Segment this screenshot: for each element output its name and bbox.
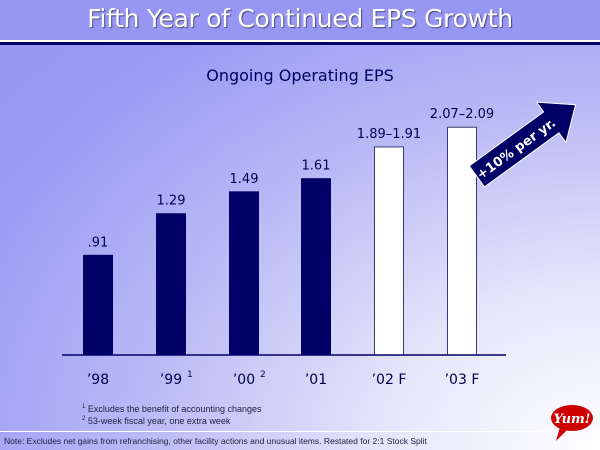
data-label: 1.29	[157, 194, 186, 209]
arrow-up-right-icon	[468, 101, 577, 188]
title-rule-dark	[0, 42, 600, 45]
footnote-mark: 1	[82, 404, 86, 410]
data-label: 1.49	[230, 172, 259, 187]
bar	[83, 254, 113, 356]
growth-annotation: +10% per yr.	[474, 116, 559, 183]
bar	[229, 191, 259, 356]
slide-title: Fifth Year of Continued EPS Growth	[87, 4, 513, 33]
title-rule-light	[0, 40, 600, 42]
data-label: 2.07–2.09	[430, 107, 494, 122]
x-tick-label: ’01	[305, 372, 327, 388]
data-label: .91	[88, 235, 109, 250]
yum-logo: Yum!	[551, 405, 593, 441]
footnote-text: 53-week fiscal year, one extra week	[87, 416, 231, 426]
x-tick-superscript: 1	[187, 370, 193, 380]
title-bar	[0, 0, 600, 40]
footnote-text: Excludes the benefit of accounting chang…	[87, 404, 262, 414]
footnote-mark: 2	[82, 416, 86, 422]
x-tick-label: ’02 F	[372, 372, 407, 388]
logo-text: Yum!	[553, 412, 590, 427]
forecast-bar	[374, 146, 404, 356]
footnote-2: 2 53-week fiscal year, one extra week	[82, 416, 230, 426]
bar	[301, 178, 331, 356]
x-tick-label: ’99	[160, 372, 182, 388]
forecast-bar	[447, 126, 477, 356]
x-tick-label: ’98	[87, 372, 109, 388]
eps-bar-chart: .91 ’98 1.29 ’99 1 1.49 ’00 2 1.61 ’01 1.89–1.91 ’0…	[62, 101, 577, 388]
x-tick-label: ’03 F	[445, 372, 480, 388]
bar	[156, 213, 186, 356]
chart-title: Ongoing Operating EPS	[206, 66, 394, 85]
data-label: 1.61	[302, 159, 331, 174]
x-tick-label: ’00	[233, 372, 255, 388]
data-label: 1.89–1.91	[357, 127, 421, 142]
footnote-1: 1 Excludes the benefit of accounting cha…	[82, 404, 261, 414]
growth-arrow: +10% per yr.	[468, 101, 577, 188]
footer-note: Note: Excludes net gains from refranchis…	[4, 436, 427, 446]
footer-rule	[0, 431, 600, 432]
x-tick-superscript: 2	[260, 370, 266, 380]
